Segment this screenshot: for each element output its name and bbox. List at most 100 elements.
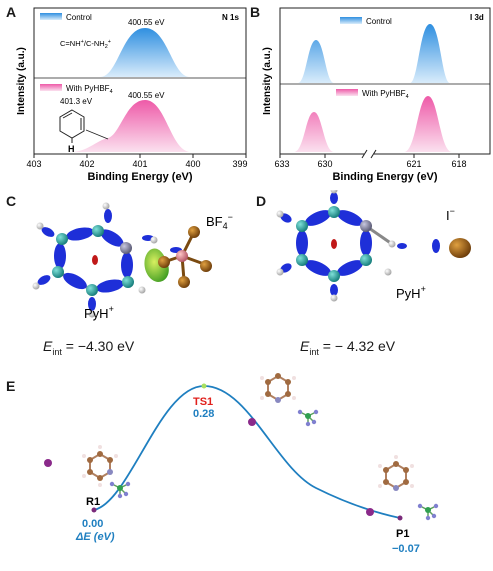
d-carbon-atom	[296, 220, 308, 232]
c-hydrogen-atom	[102, 202, 110, 210]
b-axis-break-1	[361, 149, 368, 159]
b-tick-0: 633	[274, 159, 289, 169]
e-p1-value: −0.07	[392, 543, 420, 555]
c-anion-label: BF4−	[206, 212, 233, 231]
c-hydrogen-atom	[32, 282, 40, 290]
pyhbf4-n1s-peak	[34, 100, 246, 152]
b-legend-control: Control	[366, 17, 392, 26]
panel-a-letter: A	[6, 4, 17, 20]
a-xlabel: Binding Energy (eV)	[87, 171, 192, 183]
b-axis-break-2	[370, 149, 377, 159]
a-tag: N 1s	[222, 13, 239, 22]
d-iodide-atom	[449, 238, 471, 258]
c-fluorine-atom	[200, 260, 212, 272]
pyhbf4-i3d-peaks	[280, 96, 490, 152]
e-energy-profile-curve	[93, 385, 401, 519]
c-hydrogen-atom	[150, 236, 158, 244]
a-species-label: C=NH+/C-NH2+	[60, 39, 111, 50]
panel-b-frame	[279, 7, 491, 155]
e-r1-value: 0.00	[82, 518, 103, 530]
c-fluorine-atom	[158, 256, 170, 268]
a-tick-1: 402	[79, 159, 94, 169]
b-tick-2: 621	[406, 159, 421, 169]
panel-d-igm-pyh-i: I− PyH+	[276, 190, 471, 302]
d-carbon-atom	[360, 254, 372, 266]
e-ts1-point	[201, 383, 207, 389]
a-legend-pyhbf4-swatch	[40, 84, 62, 91]
d-hydrogen-atom	[388, 240, 396, 248]
a-legend-control: Control	[66, 13, 92, 22]
c-interaction-surfaces	[37, 209, 154, 311]
control-i3d-peaks	[280, 24, 490, 83]
a-legend-control-swatch	[40, 13, 62, 20]
a-tick-2: 401	[132, 159, 147, 169]
d-hydrogen-atom	[330, 190, 338, 194]
c-carbon-atom	[56, 233, 68, 245]
d-anion-label: I−	[446, 206, 455, 223]
e-r1-point	[91, 507, 97, 513]
a-legend-pyhbf4: With PyHBF4	[66, 84, 113, 95]
c-hydrogen-atom	[36, 222, 44, 230]
d-hydrogen-atom	[384, 268, 392, 276]
a-pyridine-h: H	[68, 144, 75, 154]
a-peak-bottom-label: 400.55 eV	[128, 91, 165, 100]
a-peak-top-label: 400.55 eV	[128, 18, 165, 27]
e-ts1-label: TS1	[193, 396, 213, 408]
a-tick-3: 400	[185, 159, 200, 169]
b-tick-3: 618	[451, 159, 466, 169]
d-carbon-atom	[328, 270, 340, 282]
c-ring-critical-point	[92, 255, 98, 265]
a-pyridinium-sketch	[59, 109, 85, 143]
e-ts1-value: 0.28	[193, 408, 214, 420]
panel-e-reaction-path: R1 0.00 ΔE (eV) TS1 0.28 P1 −0.07	[44, 373, 439, 555]
control-n1s-peak	[34, 28, 246, 77]
b-ylabel: Intensity (a.u.)	[262, 47, 273, 115]
c-carbon-atom	[122, 276, 134, 288]
d-cation-label: PyH+	[396, 284, 426, 301]
panel-b-letter: B	[250, 4, 261, 20]
d-hydrogen-atom	[330, 294, 338, 302]
a-tick-0: 403	[26, 159, 41, 169]
panel-c-igm-pyh-bf4: BF4− PyH+	[32, 202, 233, 321]
c-cation-label: PyH+	[84, 304, 114, 321]
c-interaction-energy: Eint = −4.30 eV	[43, 338, 135, 357]
c-boron-atom	[176, 250, 188, 262]
d-hydrogen-atom	[276, 210, 284, 218]
a-shoulder-arrow	[85, 129, 109, 140]
e-delta-label: ΔE (eV)	[75, 531, 115, 543]
panel-a-xps-n1s: 403 402 401 400 399 Binding Energy (eV) …	[16, 7, 248, 183]
panel-e-letter: E	[6, 378, 16, 394]
e-r1-label: R1	[86, 496, 100, 508]
c-hydrogen-atom	[138, 286, 146, 294]
b-legend-pyhbf4-swatch	[336, 89, 358, 96]
d-hydrogen-atom	[276, 268, 284, 276]
panel-c-letter: C	[6, 193, 17, 209]
a-shoulder-label: 401.3 eV	[60, 97, 93, 106]
c-fluorine-atom	[178, 276, 190, 288]
b-legend-pyhbf4: With PyHBF4	[362, 89, 409, 100]
b-legend-control-swatch	[340, 17, 362, 24]
e-p1-label: P1	[396, 528, 409, 540]
d-interaction-surfaces	[280, 192, 440, 296]
c-nitrogen-atom	[120, 242, 132, 254]
e-r1-molecule	[44, 445, 131, 499]
d-carbon-atom	[296, 254, 308, 266]
a-tick-4: 399	[232, 159, 247, 169]
d-carbon-atom	[328, 206, 340, 218]
e-ts1-molecule	[248, 373, 319, 427]
e-p1-point	[397, 515, 403, 521]
b-tag: I 3d	[470, 13, 484, 22]
c-carbon-atom	[92, 225, 104, 237]
d-ring-critical-point	[331, 239, 337, 249]
b-xlabel: Binding Energy (eV)	[332, 171, 437, 183]
d-nitrogen-atom	[360, 220, 372, 232]
panel-d-letter: D	[256, 193, 267, 209]
c-fluorine-atom	[188, 226, 200, 238]
e-p1-molecule	[366, 455, 439, 521]
c-carbon-atom	[52, 266, 64, 278]
panel-b-xps-i3d: 633 630 621 618 Binding Energy (eV) Inte…	[262, 7, 491, 183]
c-hydrogen-atom	[88, 310, 96, 318]
d-interaction-energy: Eint = − 4.32 eV	[300, 338, 396, 357]
c-carbon-atom	[86, 284, 98, 296]
b-axis-break-gap	[364, 150, 374, 158]
